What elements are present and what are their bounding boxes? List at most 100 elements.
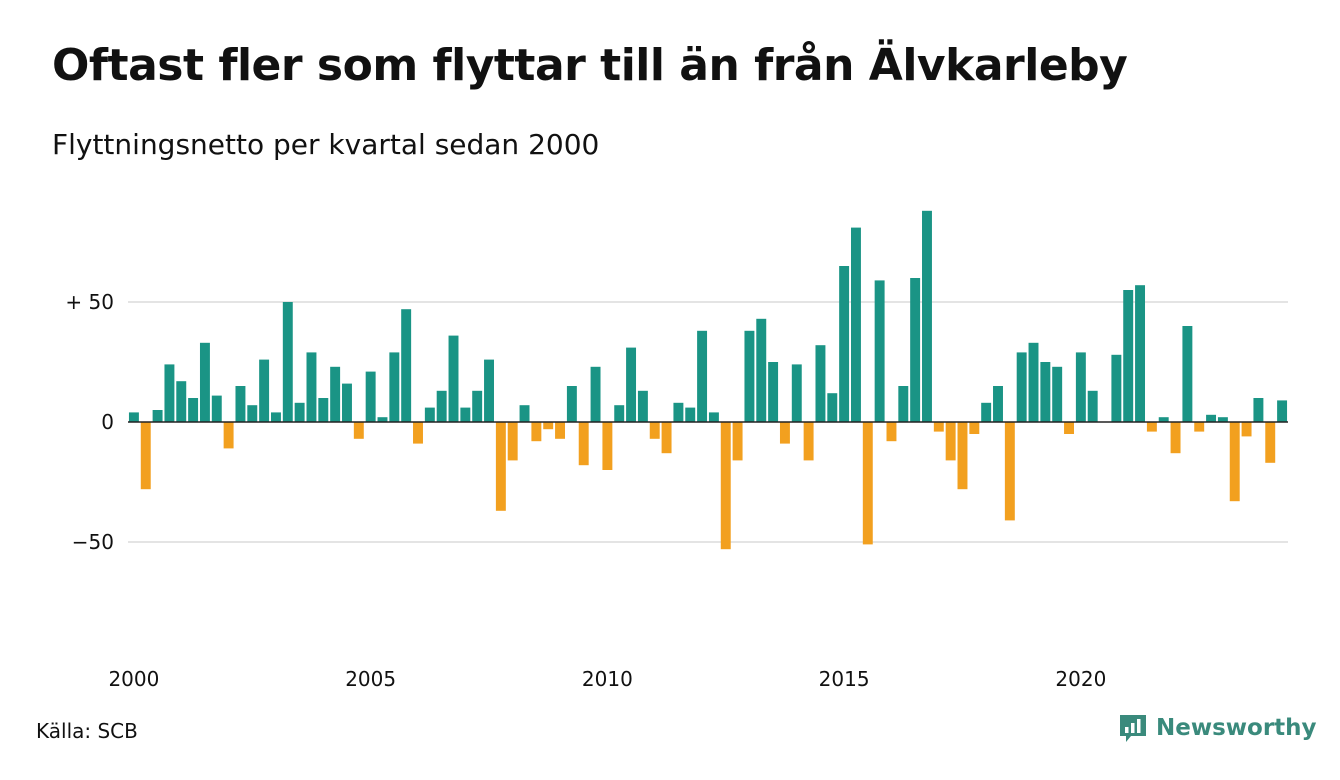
bar xyxy=(898,386,909,422)
bar xyxy=(413,422,423,444)
bar xyxy=(815,345,826,422)
bar xyxy=(839,266,850,422)
bar xyxy=(140,422,151,490)
chart-title: Oftast fler som flyttar till än från Älv… xyxy=(52,40,1128,91)
bar xyxy=(448,335,459,422)
y-tick-label: −50 xyxy=(72,530,114,554)
bar xyxy=(637,390,648,422)
bar xyxy=(235,386,246,422)
bar xyxy=(1064,422,1074,434)
bar xyxy=(933,422,944,432)
bar xyxy=(484,359,494,422)
bar xyxy=(850,227,861,422)
bar xyxy=(661,422,672,454)
y-tick-label: + 50 xyxy=(65,290,114,314)
bar xyxy=(969,422,980,434)
bar xyxy=(342,383,352,422)
bar xyxy=(1004,422,1015,521)
x-tick-label: 2010 xyxy=(582,667,633,691)
bar xyxy=(602,422,613,470)
bar xyxy=(1217,417,1228,422)
bar xyxy=(164,364,175,422)
bar xyxy=(732,422,743,461)
bar xyxy=(1229,422,1240,502)
bars-layer xyxy=(128,210,1288,550)
bar xyxy=(886,422,897,442)
bar xyxy=(614,405,625,422)
bar xyxy=(188,398,199,422)
bar xyxy=(862,422,873,545)
bar xyxy=(282,302,293,422)
bar xyxy=(803,422,814,461)
grid-layer xyxy=(128,301,1288,543)
bar xyxy=(377,417,388,422)
bar xyxy=(460,407,471,422)
bar xyxy=(578,422,589,466)
bar xyxy=(1040,362,1051,422)
bar xyxy=(626,347,637,422)
bar xyxy=(401,309,412,422)
bar xyxy=(495,422,506,511)
bar xyxy=(1194,422,1205,432)
bar xyxy=(1206,414,1217,422)
bar xyxy=(1123,290,1134,422)
bar xyxy=(981,402,992,422)
bar xyxy=(744,330,755,422)
bar xyxy=(590,366,601,422)
x-axis-tick-labels: 2000 2005 2010 2015 2020 xyxy=(108,667,1106,691)
bar xyxy=(957,422,968,490)
bar xyxy=(424,407,435,422)
bar xyxy=(1052,366,1063,422)
bar xyxy=(259,359,270,422)
bar xyxy=(353,422,364,439)
bar xyxy=(1170,422,1181,454)
x-tick-label: 2020 xyxy=(1055,667,1106,691)
bar xyxy=(945,422,956,461)
bar xyxy=(436,390,447,422)
bar xyxy=(685,407,696,422)
bar xyxy=(270,412,281,422)
bar xyxy=(993,386,1003,422)
x-tick-label: 2000 xyxy=(108,667,159,691)
bar xyxy=(1146,422,1157,432)
source-note: Källa: SCB xyxy=(36,719,138,743)
bar xyxy=(365,371,376,422)
bar xyxy=(1182,326,1193,422)
bar xyxy=(649,422,660,439)
bar xyxy=(519,405,530,422)
brand-name: Newsworthy xyxy=(1156,715,1317,741)
bar xyxy=(389,352,400,422)
bar xyxy=(128,412,139,422)
bar xyxy=(697,330,708,422)
bar xyxy=(922,210,932,422)
bar xyxy=(791,364,802,422)
bar xyxy=(756,318,767,422)
bar xyxy=(294,402,305,422)
bar xyxy=(211,395,222,422)
bar xyxy=(223,422,234,449)
bar xyxy=(318,398,329,422)
newsworthy-logo-icon xyxy=(1120,715,1146,742)
x-tick-label: 2005 xyxy=(345,667,396,691)
x-tick-label: 2015 xyxy=(819,667,870,691)
bar xyxy=(176,381,187,422)
bar xyxy=(768,362,779,422)
bar xyxy=(1158,417,1169,422)
bar xyxy=(199,342,210,422)
bar xyxy=(874,280,885,422)
y-tick-label: 0 xyxy=(101,410,114,434)
newsworthy-brand[interactable]: Newsworthy xyxy=(1118,712,1317,744)
bar xyxy=(1135,285,1146,422)
bar xyxy=(1087,390,1098,422)
bar xyxy=(1241,422,1252,437)
bar xyxy=(507,422,518,461)
bar xyxy=(555,422,566,439)
bar xyxy=(247,405,258,422)
bar xyxy=(1265,422,1276,463)
bar xyxy=(827,393,838,422)
bar xyxy=(1075,352,1086,422)
bar xyxy=(708,412,719,422)
bar xyxy=(543,422,554,430)
bar xyxy=(720,422,731,550)
